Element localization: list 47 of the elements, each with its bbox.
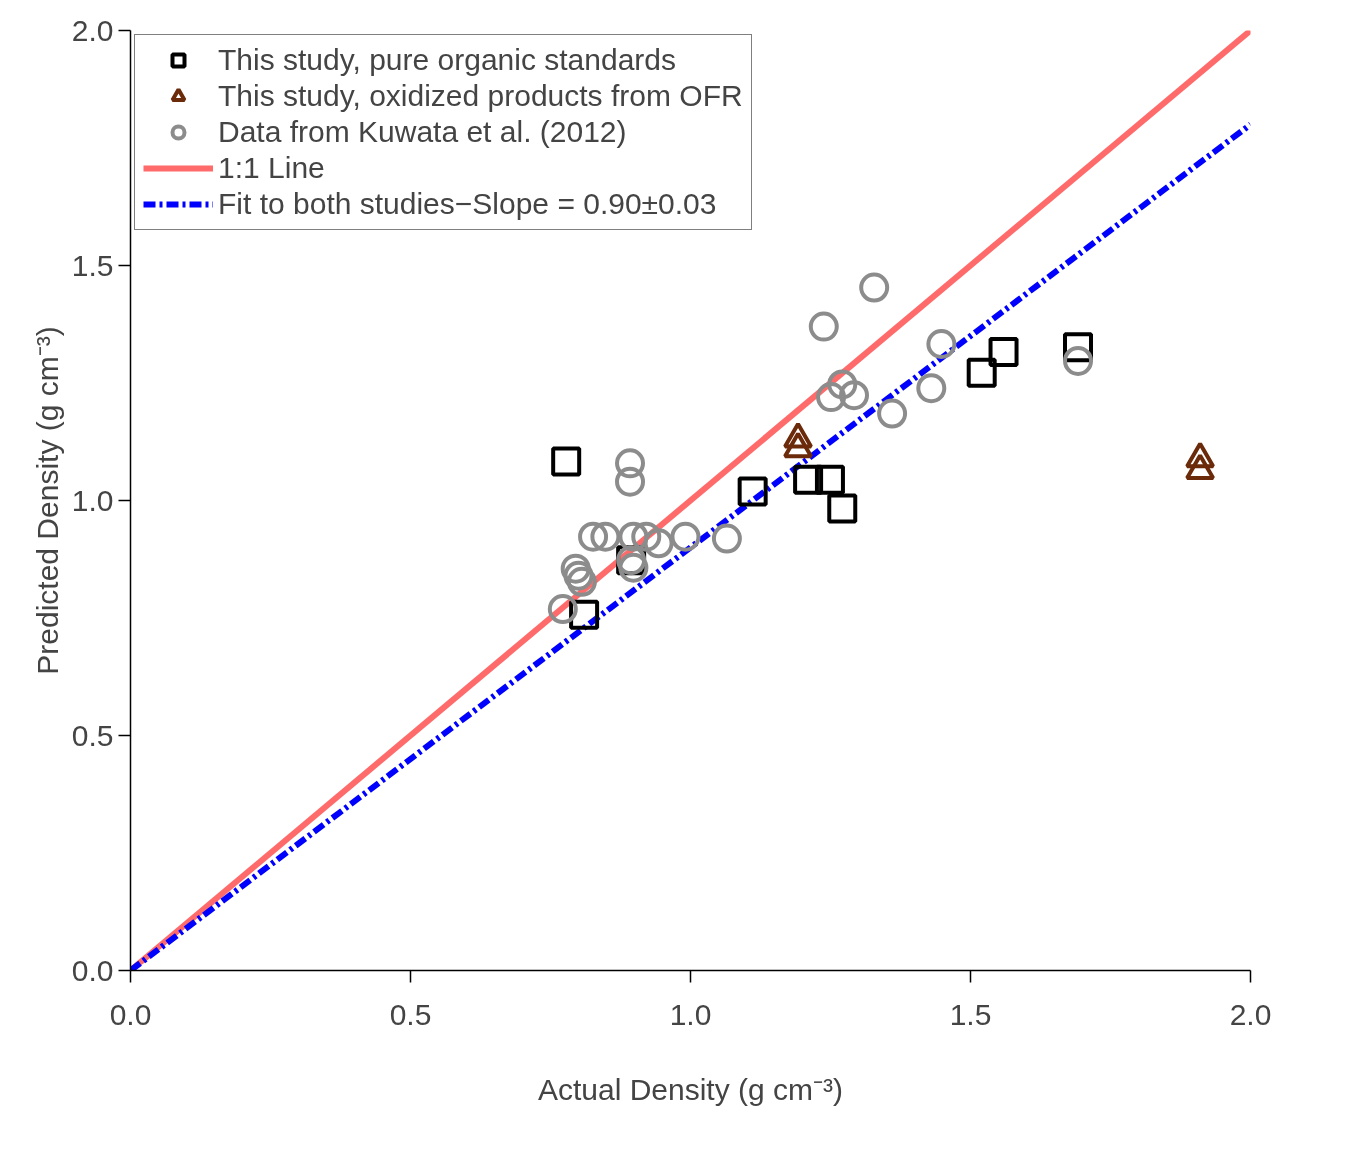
point xyxy=(711,523,742,554)
point xyxy=(916,373,947,404)
y-tick-label: 1.5 xyxy=(71,248,114,282)
point xyxy=(547,594,578,625)
point xyxy=(793,464,824,495)
point xyxy=(988,336,1019,367)
point xyxy=(578,521,609,552)
y-tick-label: 1.0 xyxy=(71,483,114,517)
x-tick-label: 1.5 xyxy=(949,997,992,1031)
point xyxy=(618,552,649,583)
point xyxy=(590,521,621,552)
point xyxy=(926,329,957,359)
x-tick-label: 1.0 xyxy=(669,997,712,1031)
point xyxy=(827,493,858,524)
point xyxy=(643,528,674,559)
point xyxy=(877,398,908,429)
point xyxy=(631,521,662,552)
point xyxy=(966,357,997,388)
y-axis-title: Predicted Density (g cm⁻³) xyxy=(30,326,64,675)
x-tick-label: 0.0 xyxy=(109,997,152,1031)
point xyxy=(814,464,845,495)
point xyxy=(839,380,870,411)
x-tick-label: 0.5 xyxy=(389,997,432,1031)
point xyxy=(1063,345,1094,376)
legend-label: This study, pure organic standards xyxy=(218,43,677,77)
legend-label: 1:1 Line xyxy=(218,151,325,185)
x-tick-label: 2.0 xyxy=(1229,997,1272,1031)
x-axis-title: Actual Density (g cm⁻³) xyxy=(537,1072,844,1106)
legend-label: Fit to both studies−Slope = 0.90±0.03 xyxy=(218,187,717,221)
point xyxy=(615,466,646,497)
point xyxy=(615,448,646,479)
point xyxy=(859,272,890,303)
point xyxy=(563,560,594,591)
point xyxy=(551,446,582,477)
point xyxy=(808,311,839,342)
point xyxy=(618,521,649,552)
y-tick-label: 2.0 xyxy=(71,13,114,47)
y-tick-label: 0.5 xyxy=(71,718,114,752)
point xyxy=(670,521,701,552)
point xyxy=(737,476,768,507)
point xyxy=(566,566,597,597)
point xyxy=(827,369,858,400)
point xyxy=(816,382,847,413)
legend-label: This study, oxidized products from OFR xyxy=(218,79,743,113)
legend-label: Data from Kuwata et al. (2012) xyxy=(218,115,627,149)
y-tick-label: 0.0 xyxy=(71,953,114,987)
point xyxy=(560,553,591,584)
